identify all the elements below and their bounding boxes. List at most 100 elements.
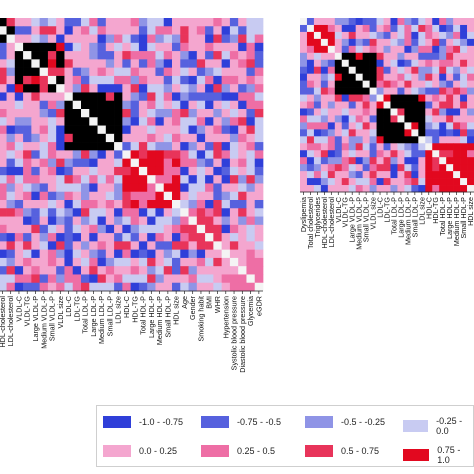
heatmap-cell <box>313 18 322 26</box>
x-tick-label: Large LDL-P <box>396 197 405 238</box>
heatmap-cell <box>460 101 468 109</box>
heatmap-cell <box>64 266 74 275</box>
legend-label-4: -0.25 - 0.0 <box>436 416 463 436</box>
heatmap-cell <box>72 200 82 209</box>
x-tick-label: Large HDL-P <box>445 197 454 239</box>
heatmap-cell <box>369 94 377 102</box>
heatmap-cell <box>138 26 148 35</box>
heatmap-cell <box>172 67 181 77</box>
heatmap-cell <box>238 117 247 126</box>
heatmap-cell <box>246 125 256 135</box>
heatmap-cell <box>238 183 247 193</box>
heatmap-cell <box>31 216 40 226</box>
heatmap-cell <box>97 59 107 68</box>
heatmap-cell <box>89 125 98 135</box>
heatmap-cell <box>446 18 454 26</box>
x-tick-label: LDL-cholesterol <box>327 197 336 248</box>
heatmap-cell <box>404 129 412 137</box>
heatmap-cell <box>23 42 32 52</box>
heatmap-cell <box>23 142 32 151</box>
heatmap-cell <box>362 38 370 47</box>
heatmap-cell <box>81 282 90 292</box>
heatmap-cell <box>172 249 181 259</box>
heatmap-cell <box>180 208 189 217</box>
heatmap-cell <box>155 109 165 118</box>
heatmap-cell <box>89 150 98 159</box>
heatmap-cell <box>221 26 231 35</box>
heatmap-cell <box>404 59 412 68</box>
heatmap-cell <box>320 122 329 130</box>
heatmap-cell <box>439 45 447 54</box>
heatmap-cell <box>14 26 24 35</box>
heatmap-cell <box>404 73 412 81</box>
heatmap-cell <box>180 92 189 102</box>
heatmap-cell <box>130 92 140 102</box>
heatmap-cell <box>213 216 222 226</box>
heatmap-cell <box>196 51 206 60</box>
heatmap-cell <box>467 115 474 123</box>
heatmap-cell <box>155 59 165 68</box>
heatmap-cell <box>205 158 214 168</box>
heatmap-cell <box>205 133 214 143</box>
heatmap-cell <box>39 282 49 292</box>
heatmap-cell <box>334 122 343 130</box>
heatmap-cell <box>23 249 32 259</box>
heatmap-cell <box>64 42 74 52</box>
heatmap-cell <box>229 51 239 60</box>
heatmap-cell <box>383 87 391 95</box>
heatmap-cell <box>180 100 189 110</box>
heatmap-cell <box>56 133 65 143</box>
heatmap-cell <box>369 122 377 130</box>
heatmap-cell <box>341 108 350 116</box>
heatmap-cell <box>6 208 16 217</box>
heatmap-cell <box>467 38 474 47</box>
heatmap-cell <box>369 157 377 165</box>
heatmap-cell <box>390 31 398 40</box>
heatmap-cell <box>376 157 384 165</box>
heatmap-cell <box>397 73 405 81</box>
heatmap-cell <box>188 133 198 143</box>
heatmap-cell <box>397 108 405 116</box>
heatmap-cell <box>404 108 412 116</box>
heatmap-cell <box>97 282 107 292</box>
heatmap-cell <box>196 59 206 68</box>
heatmap-cell <box>47 158 57 168</box>
heatmap-cell <box>341 171 350 179</box>
heatmap-cell <box>97 158 107 168</box>
heatmap-cell <box>238 200 247 209</box>
heatmap-cell <box>348 150 357 158</box>
heatmap-cell <box>0 133 7 143</box>
heatmap-cell <box>334 73 343 81</box>
heatmap-cell <box>89 51 98 60</box>
heatmap-cell <box>467 24 474 33</box>
x-tick-label: Small HDL-P <box>459 197 468 239</box>
heatmap-cell <box>138 51 148 60</box>
heatmap-cell <box>89 117 98 126</box>
heatmap-cell <box>411 129 419 137</box>
heatmap-cell <box>147 34 156 44</box>
heatmap-cell <box>56 150 65 159</box>
heatmap-cell <box>300 150 308 158</box>
heatmap-cell <box>383 136 391 144</box>
heatmap-cell <box>221 117 231 126</box>
heatmap-cell <box>172 117 181 126</box>
heatmap-cell <box>64 109 74 118</box>
heatmap-cell <box>404 52 412 61</box>
heatmap-cell <box>180 18 189 27</box>
heatmap-cell <box>439 143 447 151</box>
heatmap-cell <box>23 166 32 176</box>
heatmap-cell <box>446 38 454 47</box>
heatmap-cell <box>130 150 140 159</box>
heatmap-cell <box>180 200 189 209</box>
x-tick-label: Gender <box>188 295 197 320</box>
heatmap-cell <box>313 115 322 123</box>
heatmap-cell <box>341 129 350 137</box>
heatmap-cell <box>355 38 363 47</box>
heatmap-cell <box>221 216 231 226</box>
heatmap-cell <box>439 171 447 179</box>
heatmap-cell <box>320 45 329 54</box>
heatmap-cell <box>163 59 173 68</box>
heatmap-cell <box>355 122 363 130</box>
heatmap-cell <box>348 73 357 81</box>
heatmap-cell <box>320 143 329 151</box>
